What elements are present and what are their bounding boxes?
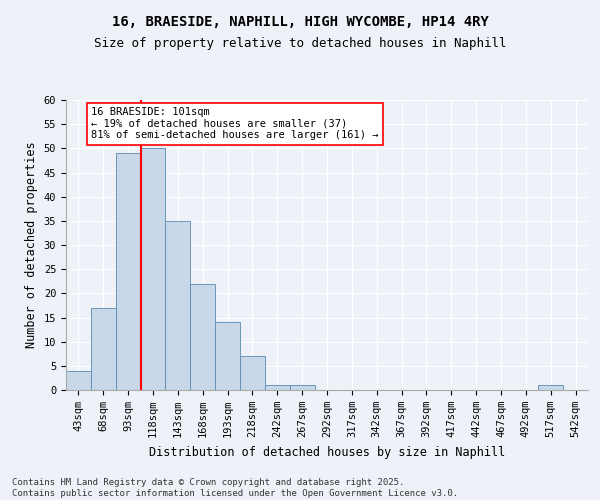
Y-axis label: Number of detached properties: Number of detached properties xyxy=(25,142,38,348)
Bar xyxy=(240,356,265,390)
Bar xyxy=(290,385,314,390)
Text: 16, BRAESIDE, NAPHILL, HIGH WYCOMBE, HP14 4RY: 16, BRAESIDE, NAPHILL, HIGH WYCOMBE, HP1… xyxy=(112,15,488,29)
Bar xyxy=(166,221,190,390)
Bar xyxy=(66,370,91,390)
Bar xyxy=(91,308,116,390)
Bar xyxy=(265,385,290,390)
Bar xyxy=(116,153,140,390)
X-axis label: Distribution of detached houses by size in Naphill: Distribution of detached houses by size … xyxy=(149,446,505,458)
Bar xyxy=(215,322,240,390)
Bar xyxy=(190,284,215,390)
Bar xyxy=(538,385,563,390)
Text: Size of property relative to detached houses in Naphill: Size of property relative to detached ho… xyxy=(94,38,506,51)
Bar xyxy=(140,148,166,390)
Text: Contains HM Land Registry data © Crown copyright and database right 2025.
Contai: Contains HM Land Registry data © Crown c… xyxy=(12,478,458,498)
Text: 16 BRAESIDE: 101sqm
← 19% of detached houses are smaller (37)
81% of semi-detach: 16 BRAESIDE: 101sqm ← 19% of detached ho… xyxy=(91,108,379,140)
